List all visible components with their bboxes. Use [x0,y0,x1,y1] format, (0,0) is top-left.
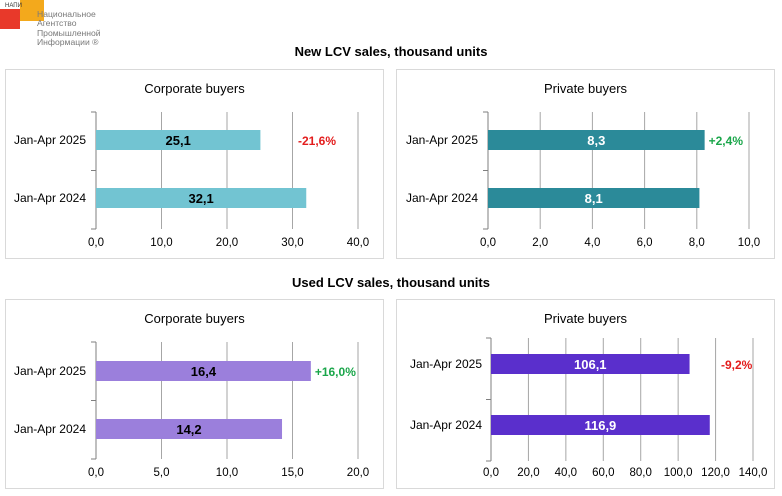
tick-label: 30,0 [281,237,303,249]
data-label: 16,4 [191,364,217,379]
bar [491,415,710,435]
tick-label: 40,0 [347,237,369,249]
tick-label: 120,0 [701,467,730,479]
chart-panel-new-corporate: Corporate buyers 0,0 10,0 20,0 30,0 40,0 25,1… [5,69,384,259]
chart-title: Private buyers [543,311,628,326]
chart-panel-new-private: Private buyers 0,0 2,0 4,0 6,0 8,0 10,0 8,3 Jan… [396,69,775,259]
category-label: Jan-Apr 2024 [14,422,86,436]
change-label: -21,6% [298,134,336,148]
tick-label: 20,0 [517,467,539,479]
tick-label: 5,0 [154,467,170,479]
tick-label: 60,0 [592,467,614,479]
tick-label: 10,0 [150,237,172,249]
tick-label: 15,0 [281,467,303,479]
tick-label: 0,0 [480,237,496,249]
chart-svg: 0,0 10,0 20,0 30,0 40,0 25,1 Jan-Apr 2025 32,1 J… [14,111,369,249]
bar [491,354,690,374]
tick-label: 20,0 [347,467,369,479]
chart-title: Corporate buyers [144,311,245,326]
chart-svg: 0,0 5,0 10,0 15,0 20,0 16,4 Jan-Apr 2025 14,2 Ja… [14,341,369,479]
data-label: 106,1 [574,357,607,372]
logo-line: Информации ® [37,36,99,47]
tick-label: 4,0 [584,237,600,249]
change-label: +2,4% [709,134,744,148]
bar [488,188,700,208]
logo-yellow-square [20,0,44,21]
data-label: 25,1 [166,133,191,148]
category-label: Jan-Apr 2025 [406,133,478,147]
tick-label: 140,0 [739,467,768,479]
logo-line: Агентство [37,18,77,29]
logo-line: Промышленной [37,27,101,38]
bar [96,188,307,208]
change-label: +16,0% [315,365,356,379]
data-label: 8,1 [585,191,603,206]
bar [96,361,311,381]
tick-label: 10,0 [216,467,238,479]
category-label: Jan-Apr 2024 [406,191,478,205]
chart-svg: 0,0 2,0 4,0 6,0 8,0 10,0 8,3 Jan-Apr 2025 8,1 Jan… [406,111,760,249]
category-label: Jan-Apr 2025 [410,357,482,371]
tick-label: 80,0 [630,467,652,479]
logo-line: Национальное [37,9,96,19]
tick-label: 100,0 [664,467,693,479]
section-title-used: Used LCV sales, thousand units [292,275,490,290]
data-label: 8,3 [587,133,605,148]
category-label: Jan-Apr 2025 [14,364,86,378]
tick-label: 6,0 [637,237,653,249]
chart-title: Corporate buyers [144,81,245,96]
category-label: Jan-Apr 2024 [14,191,86,205]
tick-label: 2,0 [532,237,548,249]
chart-svg: 0,0 20,0 40,0 60,0 80,0 100,0 120,0 140,0 106,1 J… [410,337,768,479]
chart-panel-used-corporate: Corporate buyers 0,0 5,0 10,0 15,0 20,0 16,4 J… [5,299,384,489]
chart-panel-used-private: Private buyers 0,0 20,0 40,0 60,0 80,0 100,0 1… [396,299,775,489]
bar [96,419,283,439]
napi-logo: НАПИ Национальное Агентство Промышленной… [0,0,101,54]
tick-label: 0,0 [88,467,104,479]
category-label: Jan-Apr 2024 [410,418,482,432]
chart-title: Private buyers [543,81,628,96]
tick-label: 0,0 [88,237,104,249]
data-label: 32,1 [188,191,213,206]
logo-red-square [0,9,20,29]
logo-abbr: НАПИ [5,3,22,9]
logo-text: Национальное Агентство Промышленной Инфо… [37,9,101,47]
change-label: -9,2% [721,358,753,372]
bar [96,130,261,150]
tick-label: 40,0 [555,467,577,479]
tick-label: 8,0 [689,237,705,249]
tick-label: 20,0 [216,237,238,249]
data-label: 116,9 [584,418,616,433]
tick-label: 0,0 [483,467,499,479]
tick-label: 10,0 [738,237,760,249]
bar [488,130,705,150]
data-label: 14,2 [176,422,201,437]
category-label: Jan-Apr 2025 [14,133,86,147]
section-title-new: New LCV sales, thousand units [294,44,488,59]
